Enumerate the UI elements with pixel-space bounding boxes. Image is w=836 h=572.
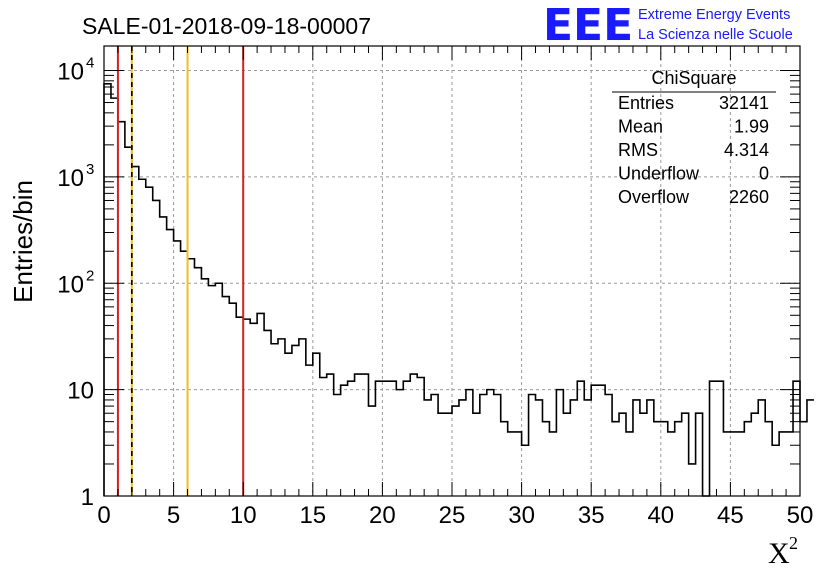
- eee-logo: EEE Extreme Energy Events La Scienza nel…: [543, 0, 793, 51]
- y-axis-label: Entries/bin: [8, 180, 38, 303]
- histogram: [103, 83, 814, 497]
- x-axis-label-superscript: 2: [789, 533, 798, 553]
- y-tick-label: 10: [57, 59, 84, 86]
- stats-row-label: RMS: [618, 140, 658, 160]
- x-tick-label: 20: [369, 502, 396, 529]
- stats-row-value: 32141: [719, 93, 769, 113]
- stats-row-label: Entries: [618, 93, 674, 113]
- y-tick-label: 10: [57, 165, 84, 192]
- logo-line-2: La Scienza nelle Scuole: [638, 27, 793, 43]
- x-tick-label: 5: [167, 502, 180, 529]
- stats-row-value: 2260: [729, 187, 769, 207]
- y-tick-label: 1: [81, 484, 94, 511]
- stats-row-value: 4.314: [724, 140, 769, 160]
- x-tick-label: 0: [97, 502, 110, 529]
- x-tick-label: 30: [508, 502, 535, 529]
- x-tick-label: 45: [717, 502, 744, 529]
- y-tick-label: 10: [67, 378, 94, 405]
- stats-row-label: Mean: [618, 117, 663, 137]
- stats-row-label: Overflow: [618, 187, 690, 207]
- histogram-series: [103, 83, 814, 497]
- x-tick-label: 15: [299, 502, 326, 529]
- logo-line-1: Extreme Energy Events: [638, 7, 790, 23]
- x-tick-label: 25: [439, 502, 466, 529]
- reference-lines: [116, 46, 245, 496]
- x-tick-label: 50: [787, 502, 814, 529]
- x-tick-label: 10: [230, 502, 257, 529]
- y-tick-label: 10: [57, 271, 84, 298]
- x-tick-label: 35: [578, 502, 605, 529]
- stats-row-value: 0: [759, 164, 769, 184]
- stats-box: ChiSquare Entries 32141 Mean 1.99 RMS 4.314 Un…: [612, 68, 776, 207]
- eee-logo-mark: EEE: [543, 0, 633, 51]
- y-tick-label-exponent: 3: [86, 161, 94, 178]
- stats-title: ChiSquare: [651, 68, 736, 88]
- x-tick-label: 40: [647, 502, 674, 529]
- x-axis-label: X: [768, 537, 790, 570]
- x-axis-ticks: 0 5 10 15 20 25 30 35 40 45 50: [97, 46, 813, 529]
- y-tick-label-exponent: 2: [86, 267, 94, 284]
- stats-row-value: 1.99: [734, 117, 769, 137]
- y-tick-label-exponent: 4: [86, 55, 94, 72]
- chart-title: SALE-01-2018-09-18-00007: [82, 13, 371, 39]
- stats-row-label: Underflow: [618, 164, 700, 184]
